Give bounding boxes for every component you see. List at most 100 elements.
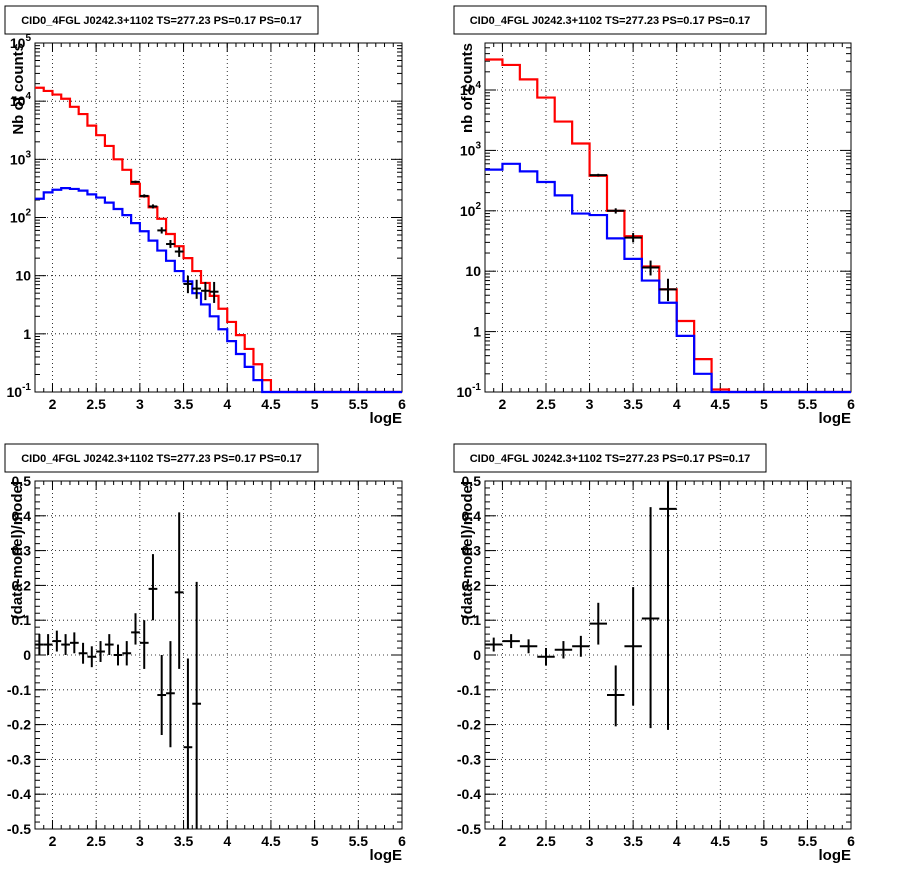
x-tick-label: 5.5 xyxy=(349,396,369,412)
y-tick-label: -0.3 xyxy=(457,751,481,767)
plot-title: CID0_4FGL J0242.3+1102 TS=277.23 PS=0.17… xyxy=(21,453,302,465)
plot-frame xyxy=(34,480,403,830)
x-tick-label: 3.5 xyxy=(174,833,194,849)
y-tick-label: -0.2 xyxy=(7,717,31,733)
y-tick-label: 0.3 xyxy=(12,543,32,559)
data-point xyxy=(641,260,660,276)
y-tick-label: 0.4 xyxy=(12,508,32,524)
data-point xyxy=(485,637,503,652)
data-point xyxy=(589,173,607,177)
data-point xyxy=(589,602,607,645)
x-tick-label: 5.5 xyxy=(798,396,818,412)
y-axis-title: (data-model)/model xyxy=(459,481,476,619)
x-tick-label: 4 xyxy=(673,396,681,412)
y-tick-label: -0.1 xyxy=(7,682,31,698)
plot-frame xyxy=(484,42,852,393)
plot-title: CID0_4FGL J0242.3+1102 TS=277.23 PS=0.17… xyxy=(470,15,751,27)
x-tick-label: 2 xyxy=(499,833,507,849)
y-tick-label: 104 xyxy=(460,80,482,98)
y-tick-label: -0.5 xyxy=(7,821,31,837)
x-tick-label: 3.5 xyxy=(623,396,643,412)
y-tick-label: 0.5 xyxy=(12,473,32,489)
data-point xyxy=(659,278,677,302)
histogram-series-2 xyxy=(485,162,851,394)
data-point xyxy=(502,634,520,649)
x-tick-label: 2 xyxy=(49,833,57,849)
y-tick-label: 0 xyxy=(473,647,481,663)
y-tick-label: 103 xyxy=(10,149,32,167)
data-point xyxy=(659,481,677,730)
data-point xyxy=(607,208,625,214)
title-box xyxy=(453,5,767,35)
x-tick-label: 4.5 xyxy=(711,833,731,849)
x-tick-label: 4 xyxy=(223,396,231,412)
data-point xyxy=(148,204,158,209)
y-axis-title: Nb of counts xyxy=(10,43,27,135)
x-tick-label: 5 xyxy=(760,833,768,849)
data-point xyxy=(52,630,62,652)
y-tick-label: 10 xyxy=(15,268,31,284)
data-point xyxy=(43,634,53,655)
x-tick-label: 2.5 xyxy=(86,396,106,412)
x-tick-label: 3 xyxy=(586,833,594,849)
data-point xyxy=(166,240,175,248)
y-tick-label: 102 xyxy=(10,208,32,226)
data-point xyxy=(87,646,97,668)
x-tick-label: 3 xyxy=(136,396,144,412)
data-point xyxy=(554,641,573,659)
title-box xyxy=(4,5,319,35)
x-axis-title: logE xyxy=(819,410,852,427)
data-point xyxy=(166,641,175,748)
title-box xyxy=(453,443,767,473)
y-tick-label: -0.4 xyxy=(7,786,31,802)
y-tick-label: 102 xyxy=(460,201,482,219)
data-point xyxy=(641,507,660,729)
y-tick-label: -0.3 xyxy=(7,751,31,767)
y-tick-label: 0 xyxy=(23,647,31,663)
x-tick-label: 6 xyxy=(847,833,855,849)
data-point xyxy=(607,665,625,727)
y-tick-label: 0.1 xyxy=(12,612,32,628)
y-axis-title: (data-model)/model xyxy=(9,481,26,619)
y-tick-label: 104 xyxy=(10,91,32,109)
x-tick-label: 5.5 xyxy=(349,833,369,849)
x-tick-label: 5.5 xyxy=(798,833,818,849)
x-axis-title: logE xyxy=(370,847,403,864)
histogram-series-2 xyxy=(35,187,402,394)
x-tick-label: 6 xyxy=(398,833,406,849)
x-axis-title: logE xyxy=(370,410,403,427)
y-tick-label: -0.1 xyxy=(457,682,481,698)
y-tick-label: 1 xyxy=(473,324,481,340)
data-point xyxy=(174,512,184,669)
y-tick-label: 105 xyxy=(10,33,32,51)
plot-title: CID0_4FGL J0242.3+1102 TS=277.23 PS=0.17… xyxy=(21,15,302,27)
data-point xyxy=(183,658,193,829)
data-point xyxy=(157,655,167,736)
data-point xyxy=(183,275,193,294)
x-tick-label: 4.5 xyxy=(711,396,731,412)
y-tick-label: 10-1 xyxy=(457,382,482,400)
plot-panel-4: 2 2.5 3 3.5 4 4.5 5 5.5 6 -0.5 -0.4 -0.3 -0.2 -0.1 0 0.… xyxy=(453,443,855,864)
x-tick-label: 4 xyxy=(223,833,231,849)
y-tick-label: -0.2 xyxy=(457,717,481,733)
data-point xyxy=(96,641,105,662)
x-axis-title: logE xyxy=(819,847,852,864)
x-tick-label: 6 xyxy=(847,396,855,412)
y-tick-label: 10 xyxy=(465,263,481,279)
title-box xyxy=(4,443,319,473)
data-point xyxy=(157,227,167,234)
plot-title: CID0_4FGL J0242.3+1102 TS=277.23 PS=0.17… xyxy=(470,453,751,465)
x-tick-label: 2.5 xyxy=(536,396,556,412)
data-point xyxy=(131,180,140,184)
x-tick-label: 2 xyxy=(499,396,507,412)
data-point xyxy=(61,634,70,655)
x-tick-label: 4.5 xyxy=(261,396,281,412)
y-axis-title: nb of counts xyxy=(459,43,476,133)
data-point xyxy=(78,642,88,664)
data-point xyxy=(131,613,140,645)
y-tick-label: -0.4 xyxy=(457,786,481,802)
data-point xyxy=(519,639,538,654)
data-point xyxy=(209,281,219,303)
plot-frame xyxy=(34,42,403,393)
